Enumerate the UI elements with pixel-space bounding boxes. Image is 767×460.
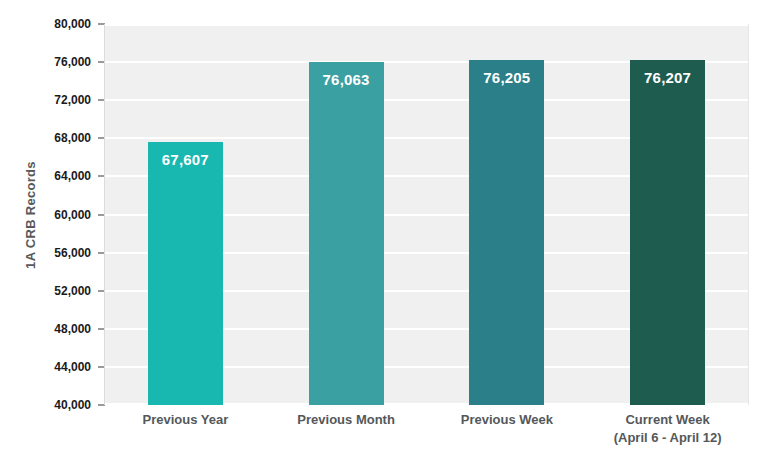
bar-value-label: 76,063 bbox=[309, 62, 384, 88]
y-tick-label: 60,000 bbox=[54, 208, 91, 222]
y-tick-mark bbox=[98, 252, 105, 254]
bar-value-label: 76,205 bbox=[469, 60, 544, 86]
y-tick-mark bbox=[98, 61, 105, 63]
y-tick-label: 40,000 bbox=[54, 398, 91, 412]
x-category-label: Current Week (April 6 - April 12) bbox=[587, 411, 748, 447]
y-tick-label: 56,000 bbox=[54, 246, 91, 260]
y-tick-label: 44,000 bbox=[54, 360, 91, 374]
y-tick-mark bbox=[98, 404, 105, 406]
y-tick-mark bbox=[98, 214, 105, 216]
y-tick-label: 68,000 bbox=[54, 131, 91, 145]
y-tick-mark bbox=[98, 175, 105, 177]
bar-chart: 1A CRB Records 40,00044,00048,00052,0005… bbox=[0, 0, 767, 460]
y-tick-mark bbox=[98, 99, 105, 101]
y-axis: 40,00044,00048,00052,00056,00060,00064,0… bbox=[0, 24, 105, 405]
bar-value-label: 76,207 bbox=[630, 60, 705, 86]
bar-value-label: 67,607 bbox=[148, 142, 223, 168]
y-tick-mark bbox=[98, 328, 105, 330]
x-category-label: Previous Week bbox=[427, 411, 588, 429]
y-tick-label: 80,000 bbox=[54, 17, 91, 31]
x-category-label: Previous Month bbox=[266, 411, 427, 429]
y-tick-label: 48,000 bbox=[54, 322, 91, 336]
bar-4: 76,207 bbox=[630, 60, 705, 405]
y-tick-mark bbox=[98, 290, 105, 292]
x-category-label: Previous Year bbox=[105, 411, 266, 429]
bar-3: 76,205 bbox=[469, 60, 544, 405]
y-tick-label: 72,000 bbox=[54, 93, 91, 107]
y-tick-label: 52,000 bbox=[54, 284, 91, 298]
bar-1: 67,607 bbox=[148, 142, 223, 405]
x-axis: Previous YearPrevious MonthPrevious Week… bbox=[105, 411, 748, 455]
plot-area: 67,607 76,063 76,205 76,207 bbox=[105, 24, 748, 405]
bar-2: 76,063 bbox=[309, 62, 384, 406]
y-tick-mark bbox=[98, 23, 105, 25]
y-tick-label: 76,000 bbox=[54, 55, 91, 69]
gridline bbox=[105, 24, 748, 26]
y-tick-label: 64,000 bbox=[54, 169, 91, 183]
y-tick-mark bbox=[98, 366, 105, 368]
y-tick-mark bbox=[98, 137, 105, 139]
